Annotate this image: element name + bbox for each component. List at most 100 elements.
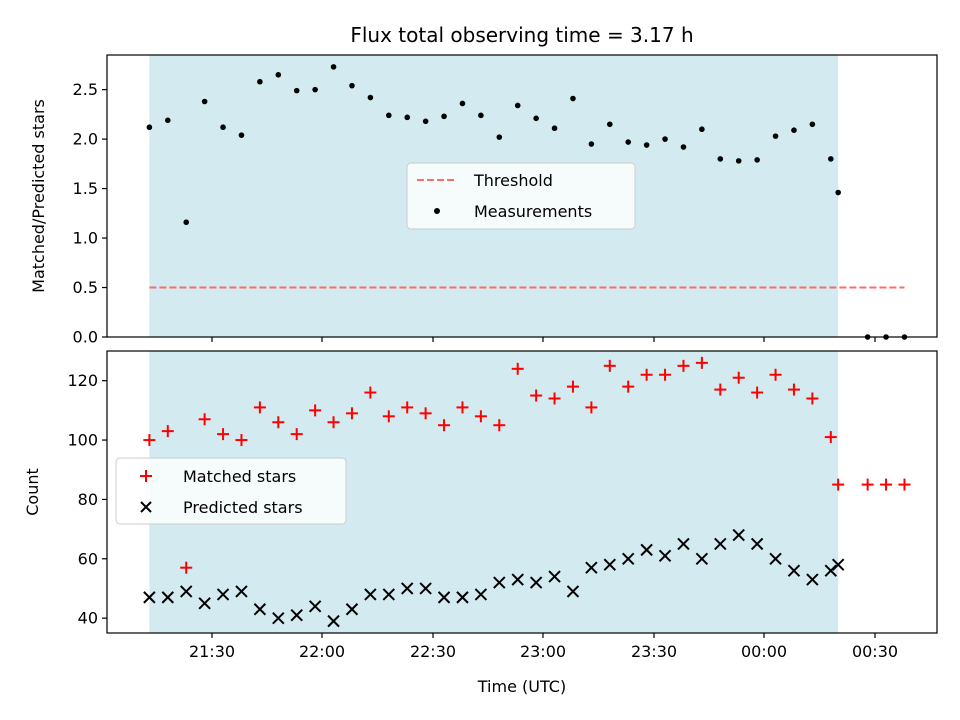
measurement-point <box>699 126 705 133</box>
measurement-point <box>772 133 779 139</box>
predicted-star-point <box>585 561 598 574</box>
predicted-star-point <box>603 558 617 571</box>
matched-star-point <box>695 356 708 369</box>
ratio-panel-axes: 0.0 0.5 1.0 1.5 2.0 2.5 <box>73 54 938 347</box>
measurement-point <box>404 114 411 121</box>
measurement-point <box>367 94 374 101</box>
matched-star-point <box>714 383 727 396</box>
y-tick-label: 1.0 <box>73 229 98 248</box>
predicted-star-point <box>806 573 819 586</box>
legend-measurements-swatch <box>434 208 440 214</box>
measurement-point <box>754 157 760 163</box>
matched-star-point <box>622 380 635 393</box>
predicted-star-point <box>216 588 230 601</box>
matched-star-point <box>769 368 782 381</box>
measurement-point <box>662 136 668 142</box>
measurement-point <box>146 124 153 131</box>
predicted-star-point <box>732 528 745 542</box>
matched-star-point <box>382 410 395 423</box>
predicted-star-point <box>382 588 396 601</box>
matched-star-point <box>327 416 340 429</box>
matched-star-point <box>309 404 322 417</box>
measurement-point <box>349 82 355 89</box>
matched-star-point <box>640 368 653 381</box>
measurement-point <box>257 78 263 85</box>
y-tick-label: 80 <box>78 490 98 509</box>
predicted-star-point <box>787 564 801 577</box>
measurements-series <box>146 64 908 340</box>
predicted-star-point <box>253 603 267 616</box>
count-legend: Matched stars Predicted stars <box>115 457 347 525</box>
measurement-point <box>717 156 724 162</box>
y-tick-label: 60 <box>78 549 98 568</box>
x-tick-label: 22:00 <box>299 642 345 661</box>
predicted-star-point <box>714 537 727 551</box>
matched-star-point <box>530 389 543 402</box>
measurement-point <box>735 158 742 164</box>
measurement-point <box>330 64 337 70</box>
matched-star-point <box>161 425 174 438</box>
predicted-star-point <box>529 576 543 589</box>
predicted-star-point <box>401 582 414 595</box>
ratio-legend-frame <box>406 162 636 230</box>
matched-star-point <box>732 371 745 384</box>
x-tick-label: 22:30 <box>410 642 456 661</box>
measurement-point <box>312 86 318 93</box>
predicted-star-point <box>327 614 340 628</box>
predicted-star-point <box>180 585 193 598</box>
predicted-star-point <box>622 552 635 565</box>
predicted-star-point <box>364 588 377 601</box>
legend-predicted-label: Predicted stars <box>183 498 303 517</box>
predicted-star-point <box>831 558 845 571</box>
measurement-point <box>607 121 613 128</box>
measurement-point <box>828 156 834 162</box>
matched-star-point <box>143 434 156 447</box>
ratio-legend: Threshold Measurements <box>406 162 636 230</box>
matched-star-point <box>806 392 819 405</box>
x-axis-label: Time (UTC) <box>477 677 566 696</box>
y-tick-label: 100 <box>67 431 98 450</box>
predicted-star-point <box>566 585 580 598</box>
x-tick-label: 00:30 <box>852 642 898 661</box>
matched-star-point <box>898 478 911 491</box>
matched-star-point <box>603 359 616 372</box>
count-series <box>143 356 911 628</box>
x-tick-label: 21:30 <box>189 642 235 661</box>
predicted-star-point <box>437 591 451 604</box>
predicted-star-point <box>511 573 524 586</box>
count-panel-axes: 40 60 80 100 120 21:30 22:00 22:30 23:00 23:30 00:… <box>67 350 938 661</box>
count-y-axis-label: Count <box>23 468 42 516</box>
predicted-star-point <box>419 582 432 595</box>
measurement-point <box>478 112 484 119</box>
predicted-star-point <box>677 537 690 551</box>
matched-star-point <box>677 359 690 372</box>
predicted-star-point <box>493 576 506 589</box>
x-tick-label: 23:00 <box>520 642 566 661</box>
legend-matched-swatch <box>140 470 152 482</box>
predicted-star-point <box>235 585 248 598</box>
predicted-star-point <box>456 591 469 604</box>
predicted-star-point <box>290 608 303 622</box>
matched-star-point <box>861 478 874 491</box>
y-tick-label: 1.5 <box>73 179 98 198</box>
measurement-point <box>441 113 447 120</box>
measurement-point <box>643 142 650 148</box>
matched-star-point <box>824 431 837 444</box>
predicted-star-point <box>161 591 175 604</box>
count-panel: 40 60 80 100 120 21:30 22:00 22:30 23:00 23:30 00:… <box>23 350 938 696</box>
matched-star-point <box>566 380 579 393</box>
matched-star-point <box>585 401 598 414</box>
measurement-point <box>588 141 595 147</box>
measurement-point <box>459 100 466 107</box>
predicted-star-point <box>345 603 359 616</box>
matched-star-point <box>511 362 524 375</box>
predicted-star-point <box>750 537 764 551</box>
ratio-panel: 0.0 0.5 1.0 1.5 2.0 2.5 Matched/Predicted sta… <box>29 54 938 347</box>
matched-star-point <box>272 416 285 429</box>
measurement-point <box>183 219 190 226</box>
matched-star-point <box>880 478 893 491</box>
predicted-star-point <box>474 588 488 601</box>
legend-matched-label: Matched stars <box>183 467 296 486</box>
predicted-star-point <box>548 570 561 583</box>
